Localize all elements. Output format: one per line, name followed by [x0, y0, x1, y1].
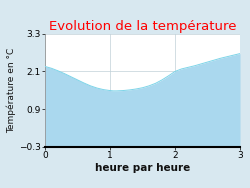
Y-axis label: Température en °C: Température en °C — [7, 48, 16, 133]
Title: Evolution de la température: Evolution de la température — [49, 20, 236, 33]
X-axis label: heure par heure: heure par heure — [95, 163, 190, 173]
